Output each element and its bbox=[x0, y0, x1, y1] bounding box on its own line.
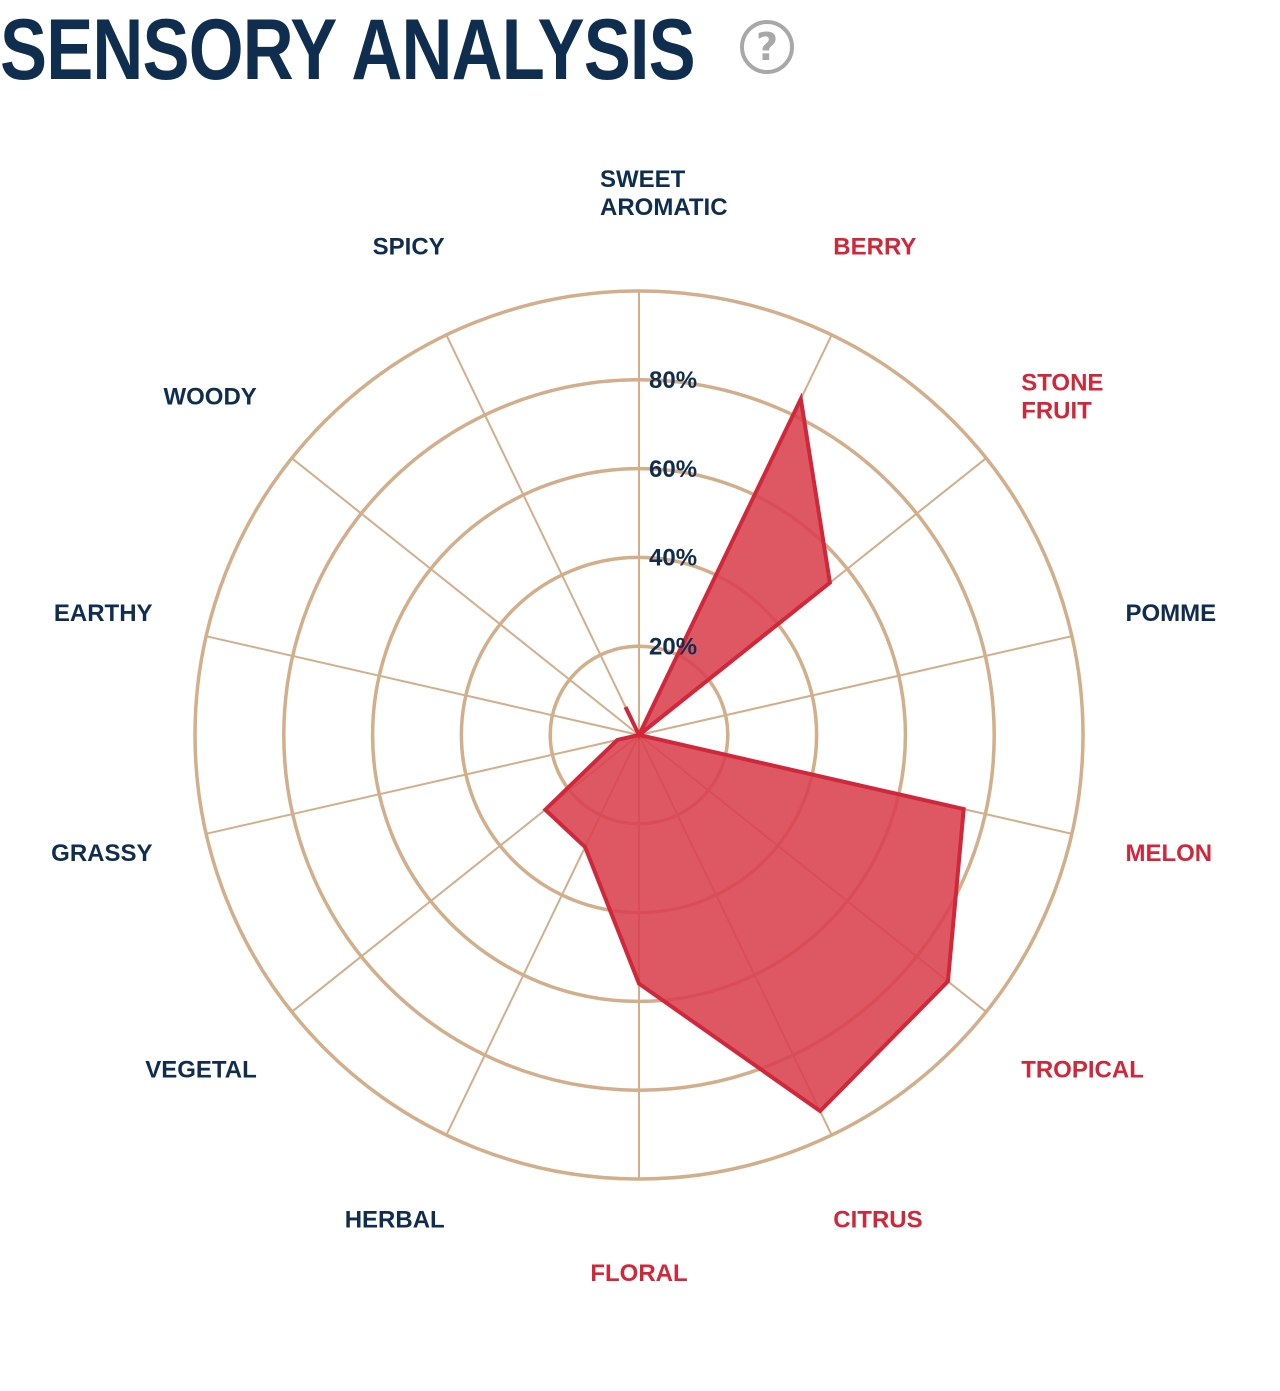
radar-area-layer bbox=[542, 392, 966, 1114]
radar-category-label-line: POMME bbox=[1125, 600, 1216, 627]
radar-spoke bbox=[445, 334, 640, 736]
radar-category-label-line: VEGETAL bbox=[145, 1057, 257, 1084]
radar-category-label-line: GRASSY bbox=[51, 841, 152, 868]
radar-category-label-line: TROPICAL bbox=[1021, 1057, 1144, 1084]
radar-category-label-line: FRUIT bbox=[1021, 398, 1092, 425]
radar-category-label-line: AROMATIC bbox=[600, 194, 728, 221]
radar-category-label: TROPICAL bbox=[1021, 1057, 1144, 1084]
radar-category-label: STONE FRUIT bbox=[1021, 370, 1103, 425]
radar-tick-label: 40% bbox=[649, 545, 697, 572]
radar-category-label-line: CITRUS bbox=[833, 1207, 922, 1234]
radar-category-label-line: STONE bbox=[1021, 370, 1103, 397]
radar-category-label: SWEET AROMATIC bbox=[600, 166, 728, 221]
radar-category-label-line: BERRY bbox=[833, 234, 916, 261]
radar-category-label: MELON bbox=[1125, 841, 1212, 868]
page-title: SENSORY ANALYSIS bbox=[0, 2, 696, 98]
radar-category-label: CITRUS bbox=[833, 1207, 922, 1234]
radar-category-label: SPICY bbox=[373, 234, 445, 261]
radar-ring bbox=[193, 289, 1085, 1181]
radar-category-label: VEGETAL bbox=[145, 1057, 257, 1084]
radar-spoke bbox=[638, 635, 1073, 736]
radar-area bbox=[542, 392, 966, 1114]
radar-tick-label: 80% bbox=[649, 367, 697, 394]
header: SENSORY ANALYSIS bbox=[0, 0, 847, 100]
radar-spoke bbox=[291, 457, 640, 736]
question-circle-icon[interactable]: ? bbox=[740, 20, 794, 74]
radar-ring bbox=[370, 466, 908, 1004]
radar-category-label: WOODY bbox=[163, 384, 256, 411]
radar-category-label: FLORAL bbox=[590, 1260, 687, 1287]
radar-category-label: POMME bbox=[1125, 600, 1216, 627]
radar-tick-label: 20% bbox=[649, 634, 697, 661]
radar-category-label-line: WOODY bbox=[163, 384, 256, 411]
radar-category-label-line: HERBAL bbox=[345, 1207, 445, 1234]
radar-category-label: BERRY bbox=[833, 234, 916, 261]
radar-ring bbox=[282, 378, 996, 1092]
radar-tick-label: 60% bbox=[649, 456, 697, 483]
radar-category-label-line: SPICY bbox=[373, 234, 445, 261]
radar-category-label: HERBAL bbox=[345, 1207, 445, 1234]
radar-spoke bbox=[205, 734, 640, 835]
radar-category-labels: SWEET AROMATIC BERRY STONE FRUIT POMME MELON TR… bbox=[51, 166, 1216, 1287]
radar-category-label-line: MELON bbox=[1125, 841, 1212, 868]
radar-category-label: GRASSY bbox=[51, 841, 152, 868]
radar-category-label-line: SWEET bbox=[600, 166, 686, 193]
radar-tick-labels: 20% 40% 60% 80% bbox=[649, 367, 697, 660]
radar-spoke bbox=[205, 635, 640, 736]
radar-category-label-line: EARTHY bbox=[54, 600, 153, 627]
radar-category-label: EARTHY bbox=[54, 600, 153, 627]
radar-category-label-line: FLORAL bbox=[590, 1260, 687, 1287]
